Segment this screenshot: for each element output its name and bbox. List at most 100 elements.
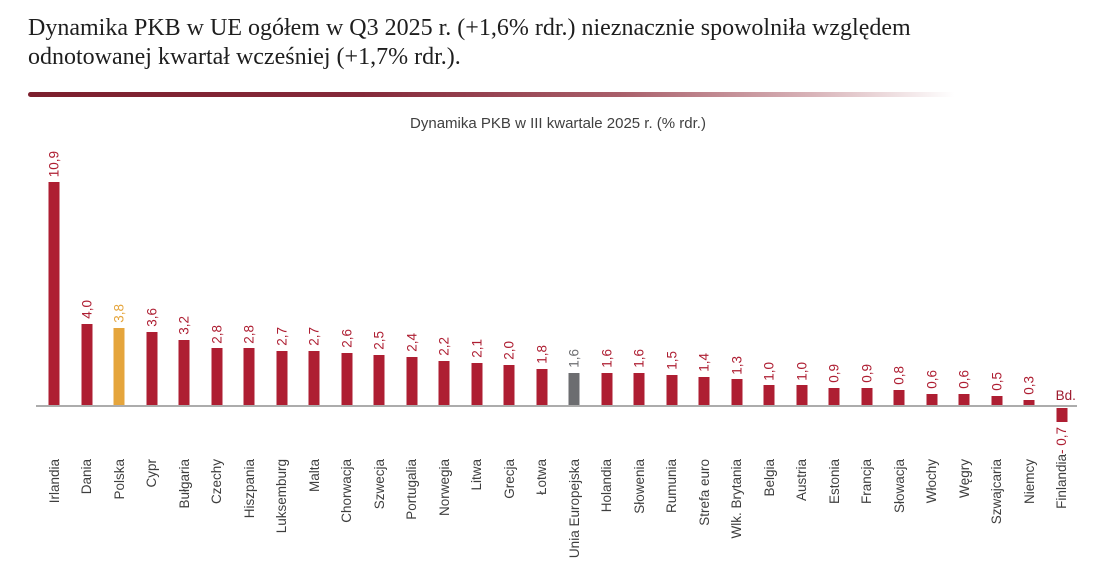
bar-slot: 1,4 xyxy=(688,140,721,406)
bar xyxy=(48,182,60,406)
bar-value-label: 0,9 xyxy=(826,363,842,383)
category-label: Niemcy xyxy=(1021,459,1037,505)
bar-slot: 0,6 xyxy=(948,140,981,406)
category-label: Austria xyxy=(794,459,809,502)
category-label-slot: Portugalia xyxy=(396,427,429,572)
category-label-slot: Słowenia xyxy=(623,427,656,572)
plot-area: 10,9 4,0 3,8 3,6 3,2 2,8 2,8 2,7 2,7 2,6 2,5 2,4 2,2… xyxy=(38,140,1078,423)
bar xyxy=(828,387,840,406)
category-label: Luksemburg xyxy=(274,459,289,534)
bar-value-label: 2,8 xyxy=(241,324,257,344)
bar-value-label: 2,7 xyxy=(274,326,289,346)
bar xyxy=(406,356,418,406)
category-label-slot: Szwajcaria xyxy=(981,427,1014,572)
bar-value-label: 1,0 xyxy=(761,361,777,381)
category-label: Malta xyxy=(306,459,322,493)
category-label-slot: Strefa euro xyxy=(688,427,721,572)
category-label: Irlandia xyxy=(46,459,62,504)
bar-value-label: 1,5 xyxy=(664,351,679,371)
bar-slot: 2,2 xyxy=(428,140,461,406)
category-label: Słowenia xyxy=(631,459,647,514)
bar-value-label: 1,6 xyxy=(566,349,582,369)
category-label-slot: Estonia xyxy=(818,427,851,572)
category-label-slot: Malta xyxy=(298,427,331,572)
bar xyxy=(861,387,873,406)
bar xyxy=(926,393,938,406)
category-label-slot: Francja xyxy=(851,427,884,572)
bar xyxy=(666,375,678,406)
category-label-slot: Węgry xyxy=(948,427,981,572)
bar-slot: 1,6 xyxy=(591,140,624,406)
negative-value-label: - 0,7 xyxy=(1054,427,1069,455)
report-title-line1: Dynamika PKB w UE ogółem w Q3 2025 r. (+… xyxy=(28,15,911,41)
bar-slot: 3,8 xyxy=(103,140,136,406)
category-label: Hiszpania xyxy=(241,459,257,519)
category-label-slot: Irlandia xyxy=(38,427,71,572)
bar-value-label: 4,0 xyxy=(79,300,94,319)
category-label-slot: Łotwa xyxy=(526,427,559,572)
bar-value-label: 3,2 xyxy=(176,316,192,336)
bar-slot: 3,2 xyxy=(168,140,201,406)
category-label: Włochy xyxy=(924,459,939,504)
category-label: Litwa xyxy=(469,459,484,491)
category-label-slot: Austria xyxy=(786,427,819,572)
category-label: Finlandia- 0,7 xyxy=(1054,427,1069,509)
category-label: Belgia xyxy=(761,459,777,497)
bar-slot: 1,6 xyxy=(623,140,656,406)
category-label-slot: Wlk. Brytania xyxy=(721,427,754,572)
category-label-slot: Norwegia xyxy=(428,427,461,572)
bar xyxy=(601,373,613,406)
bar-slot: 0,3 xyxy=(1013,140,1046,406)
bar-value-label: 0,5 xyxy=(989,371,1004,391)
bar-value-label: 2,2 xyxy=(436,337,452,356)
bar-slot: 2,7 xyxy=(266,140,299,406)
category-label-slot: Polska xyxy=(103,427,136,572)
category-label: Grecja xyxy=(501,459,517,499)
category-label: Cypr xyxy=(144,459,159,488)
bar xyxy=(568,373,580,406)
bar xyxy=(958,393,970,406)
bar-slot: 1,3 xyxy=(721,140,754,406)
category-label-slot: Litwa xyxy=(461,427,494,572)
bar xyxy=(373,354,385,406)
category-label-slot: Finlandia- 0,7 xyxy=(1046,427,1079,572)
category-label-slot: Słowacja xyxy=(883,427,916,572)
category-label-slot: Włochy xyxy=(916,427,949,572)
category-label: Dania xyxy=(79,459,94,495)
bar-slot: 0,5 xyxy=(981,140,1014,406)
bar-slot: 1,5 xyxy=(656,140,689,406)
bar-value-label: 1,8 xyxy=(534,345,549,365)
bar xyxy=(113,327,125,406)
category-label: Francja xyxy=(859,459,874,505)
bar xyxy=(471,362,483,406)
category-label-slot: Niemcy xyxy=(1013,427,1046,572)
category-label: Łotwa xyxy=(534,459,549,496)
bar-value-label: 1,6 xyxy=(599,349,614,369)
bar-value-label: 2,0 xyxy=(501,341,517,360)
bar-slot: 2,6 xyxy=(331,140,364,406)
report-title-line2: odnotowanej kwartał wcześniej (+1,7% rdr… xyxy=(28,44,461,70)
bar-value-label: 0,9 xyxy=(859,363,874,383)
category-label-slot: Chorwacja xyxy=(331,427,364,572)
category-label-slot: Dania xyxy=(71,427,104,572)
bar-slot: 2,5 xyxy=(363,140,396,406)
bar xyxy=(438,360,450,406)
bar xyxy=(503,364,515,406)
bar xyxy=(763,385,775,406)
bar-slot: 0,9 xyxy=(851,140,884,406)
category-label: Strefa euro xyxy=(696,459,712,526)
category-label: Holandia xyxy=(599,459,614,513)
category-label: Szwecja xyxy=(371,459,387,510)
bar-value-label: 2,6 xyxy=(339,328,354,348)
bar-slot: 2,8 xyxy=(201,140,234,406)
chart-title: Dynamika PKB w III kwartale 2025 r. (% r… xyxy=(410,115,706,132)
category-label: Czechy xyxy=(209,459,224,505)
category-label-slot: Luksemburg xyxy=(266,427,299,572)
title-divider xyxy=(28,92,983,97)
bar-slot: 1,0 xyxy=(786,140,819,406)
bar-value-label: 1,4 xyxy=(696,353,712,373)
category-label: Chorwacja xyxy=(339,459,354,523)
category-label: Polska xyxy=(111,459,127,500)
bar xyxy=(211,348,223,406)
bar xyxy=(276,350,288,406)
